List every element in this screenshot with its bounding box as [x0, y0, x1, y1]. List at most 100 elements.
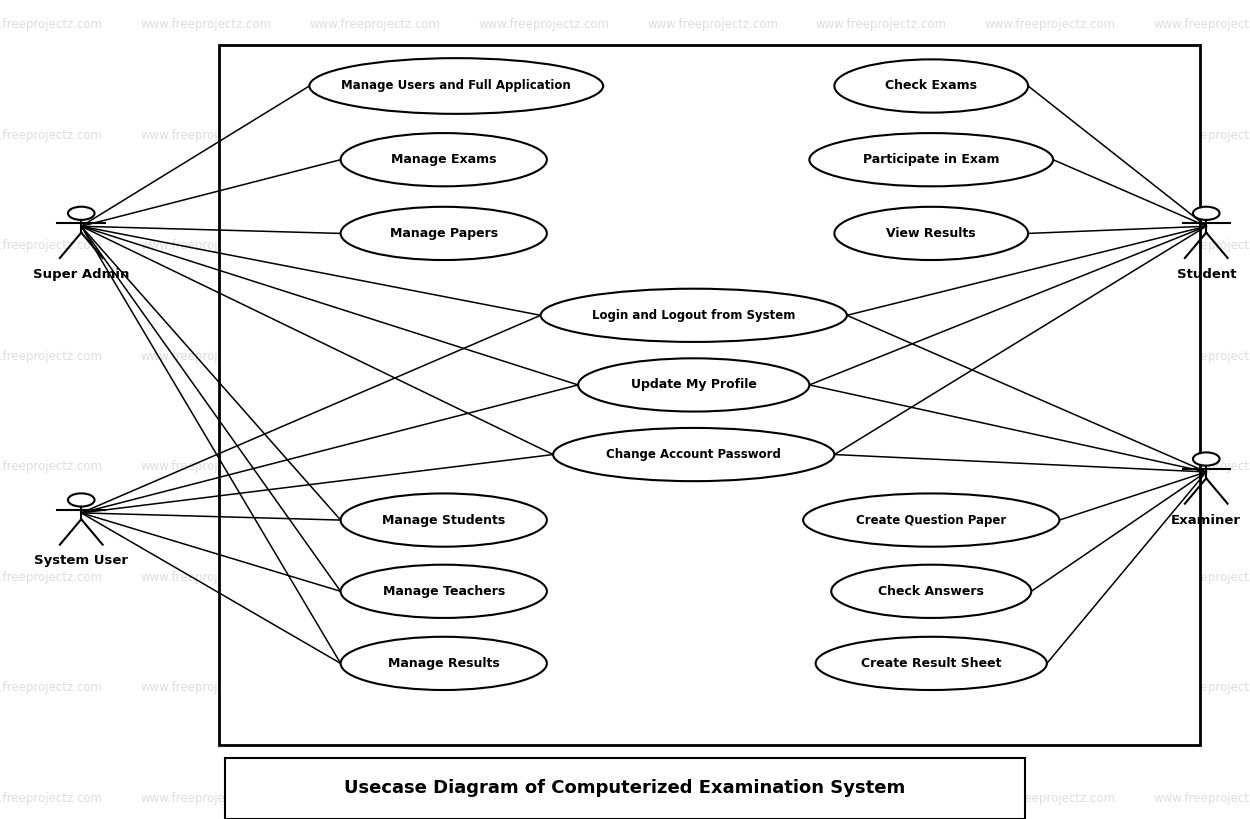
Text: www.freeprojectz.com: www.freeprojectz.com	[1154, 571, 1250, 584]
Ellipse shape	[340, 493, 548, 547]
Ellipse shape	[340, 207, 548, 260]
Text: Manage Students: Manage Students	[382, 514, 505, 527]
Text: www.freeprojectz.com: www.freeprojectz.com	[816, 239, 946, 252]
Ellipse shape	[579, 358, 810, 411]
Text: www.freeprojectz.com: www.freeprojectz.com	[0, 460, 102, 473]
Text: www.freeprojectz.com: www.freeprojectz.com	[479, 460, 609, 473]
Ellipse shape	[835, 59, 1028, 112]
Text: www.freeprojectz.com: www.freeprojectz.com	[985, 460, 1115, 473]
Text: www.freeprojectz.com: www.freeprojectz.com	[648, 681, 778, 695]
Text: View Results: View Results	[886, 227, 976, 240]
Text: www.freeprojectz.com: www.freeprojectz.com	[310, 792, 440, 805]
Text: www.freeprojectz.com: www.freeprojectz.com	[1154, 460, 1250, 473]
Text: www.freeprojectz.com: www.freeprojectz.com	[479, 239, 609, 252]
Ellipse shape	[816, 637, 1048, 690]
Bar	[225, 758, 1025, 819]
Text: www.freeprojectz.com: www.freeprojectz.com	[648, 18, 778, 31]
Text: Manage Papers: Manage Papers	[390, 227, 498, 240]
Text: Check Answers: Check Answers	[879, 585, 984, 598]
Text: Student: Student	[1176, 268, 1236, 281]
Text: www.freeprojectz.com: www.freeprojectz.com	[648, 129, 778, 142]
Ellipse shape	[1192, 206, 1220, 219]
Ellipse shape	[541, 289, 848, 342]
Text: www.freeprojectz.com: www.freeprojectz.com	[1154, 681, 1250, 695]
Text: www.freeprojectz.com: www.freeprojectz.com	[141, 239, 271, 252]
Text: www.freeprojectz.com: www.freeprojectz.com	[141, 18, 271, 31]
Text: www.freeprojectz.com: www.freeprojectz.com	[816, 681, 946, 695]
Text: www.freeprojectz.com: www.freeprojectz.com	[141, 460, 271, 473]
Text: www.freeprojectz.com: www.freeprojectz.com	[985, 350, 1115, 363]
Ellipse shape	[810, 133, 1052, 186]
Text: www.freeprojectz.com: www.freeprojectz.com	[0, 239, 102, 252]
Text: Update My Profile: Update My Profile	[631, 378, 756, 391]
Text: System User: System User	[34, 554, 129, 568]
Text: www.freeprojectz.com: www.freeprojectz.com	[1154, 792, 1250, 805]
Text: www.freeprojectz.com: www.freeprojectz.com	[310, 460, 440, 473]
Text: www.freeprojectz.com: www.freeprojectz.com	[816, 460, 946, 473]
Ellipse shape	[831, 564, 1031, 618]
Bar	[219, 45, 1200, 745]
Text: Manage Exams: Manage Exams	[391, 153, 496, 166]
Text: www.freeprojectz.com: www.freeprojectz.com	[141, 681, 271, 695]
Text: www.freeprojectz.com: www.freeprojectz.com	[141, 350, 271, 363]
Text: Manage Teachers: Manage Teachers	[382, 585, 505, 598]
Text: Check Exams: Check Exams	[885, 79, 978, 93]
Ellipse shape	[310, 58, 604, 114]
Text: www.freeprojectz.com: www.freeprojectz.com	[479, 350, 609, 363]
Text: www.freeprojectz.com: www.freeprojectz.com	[479, 129, 609, 142]
Text: www.freeprojectz.com: www.freeprojectz.com	[310, 129, 440, 142]
Text: www.freeprojectz.com: www.freeprojectz.com	[985, 239, 1115, 252]
Text: www.freeprojectz.com: www.freeprojectz.com	[985, 792, 1115, 805]
Text: www.freeprojectz.com: www.freeprojectz.com	[1154, 129, 1250, 142]
Text: www.freeprojectz.com: www.freeprojectz.com	[648, 239, 778, 252]
Text: www.freeprojectz.com: www.freeprojectz.com	[310, 571, 440, 584]
Ellipse shape	[68, 493, 95, 506]
Text: www.freeprojectz.com: www.freeprojectz.com	[648, 460, 778, 473]
Text: www.freeprojectz.com: www.freeprojectz.com	[310, 681, 440, 695]
Text: www.freeprojectz.com: www.freeprojectz.com	[816, 350, 946, 363]
Text: Examiner: Examiner	[1171, 514, 1241, 527]
Text: Super Admin: Super Admin	[32, 268, 130, 281]
Text: www.freeprojectz.com: www.freeprojectz.com	[141, 129, 271, 142]
Text: www.freeprojectz.com: www.freeprojectz.com	[479, 18, 609, 31]
Text: www.freeprojectz.com: www.freeprojectz.com	[648, 350, 778, 363]
Text: Usecase Diagram of Computerized Examination System: Usecase Diagram of Computerized Examinat…	[345, 780, 905, 797]
Text: www.freeprojectz.com: www.freeprojectz.com	[0, 681, 102, 695]
Text: www.freeprojectz.com: www.freeprojectz.com	[479, 681, 609, 695]
Text: www.freeprojectz.com: www.freeprojectz.com	[816, 129, 946, 142]
Ellipse shape	[1192, 452, 1220, 465]
Text: Create Result Sheet: Create Result Sheet	[861, 657, 1001, 670]
Text: www.freeprojectz.com: www.freeprojectz.com	[479, 792, 609, 805]
Text: www.freeprojectz.com: www.freeprojectz.com	[479, 571, 609, 584]
Text: www.freeprojectz.com: www.freeprojectz.com	[141, 792, 271, 805]
Text: www.freeprojectz.com: www.freeprojectz.com	[0, 792, 102, 805]
Text: Manage Results: Manage Results	[388, 657, 500, 670]
Text: www.freeprojectz.com: www.freeprojectz.com	[816, 571, 946, 584]
Text: www.freeprojectz.com: www.freeprojectz.com	[1154, 18, 1250, 31]
Text: www.freeprojectz.com: www.freeprojectz.com	[0, 350, 102, 363]
Text: www.freeprojectz.com: www.freeprojectz.com	[310, 350, 440, 363]
Text: www.freeprojectz.com: www.freeprojectz.com	[1154, 350, 1250, 363]
Text: Login and Logout from System: Login and Logout from System	[592, 309, 795, 322]
Text: www.freeprojectz.com: www.freeprojectz.com	[310, 239, 440, 252]
Text: Participate in Exam: Participate in Exam	[862, 153, 1000, 166]
Text: Create Question Paper: Create Question Paper	[856, 514, 1006, 527]
Text: www.freeprojectz.com: www.freeprojectz.com	[648, 792, 778, 805]
Text: www.freeprojectz.com: www.freeprojectz.com	[648, 571, 778, 584]
Ellipse shape	[68, 206, 95, 219]
Ellipse shape	[835, 207, 1028, 260]
Ellipse shape	[554, 428, 835, 481]
Text: www.freeprojectz.com: www.freeprojectz.com	[816, 18, 946, 31]
Text: www.freeprojectz.com: www.freeprojectz.com	[0, 129, 102, 142]
Text: www.freeprojectz.com: www.freeprojectz.com	[985, 571, 1115, 584]
Text: www.freeprojectz.com: www.freeprojectz.com	[1154, 239, 1250, 252]
Ellipse shape	[804, 493, 1060, 547]
Text: Manage Users and Full Application: Manage Users and Full Application	[341, 79, 571, 93]
Text: www.freeprojectz.com: www.freeprojectz.com	[816, 792, 946, 805]
Text: www.freeprojectz.com: www.freeprojectz.com	[985, 129, 1115, 142]
Ellipse shape	[340, 637, 548, 690]
Text: www.freeprojectz.com: www.freeprojectz.com	[0, 571, 102, 584]
Text: www.freeprojectz.com: www.freeprojectz.com	[310, 18, 440, 31]
Text: www.freeprojectz.com: www.freeprojectz.com	[985, 18, 1115, 31]
Ellipse shape	[340, 133, 548, 186]
